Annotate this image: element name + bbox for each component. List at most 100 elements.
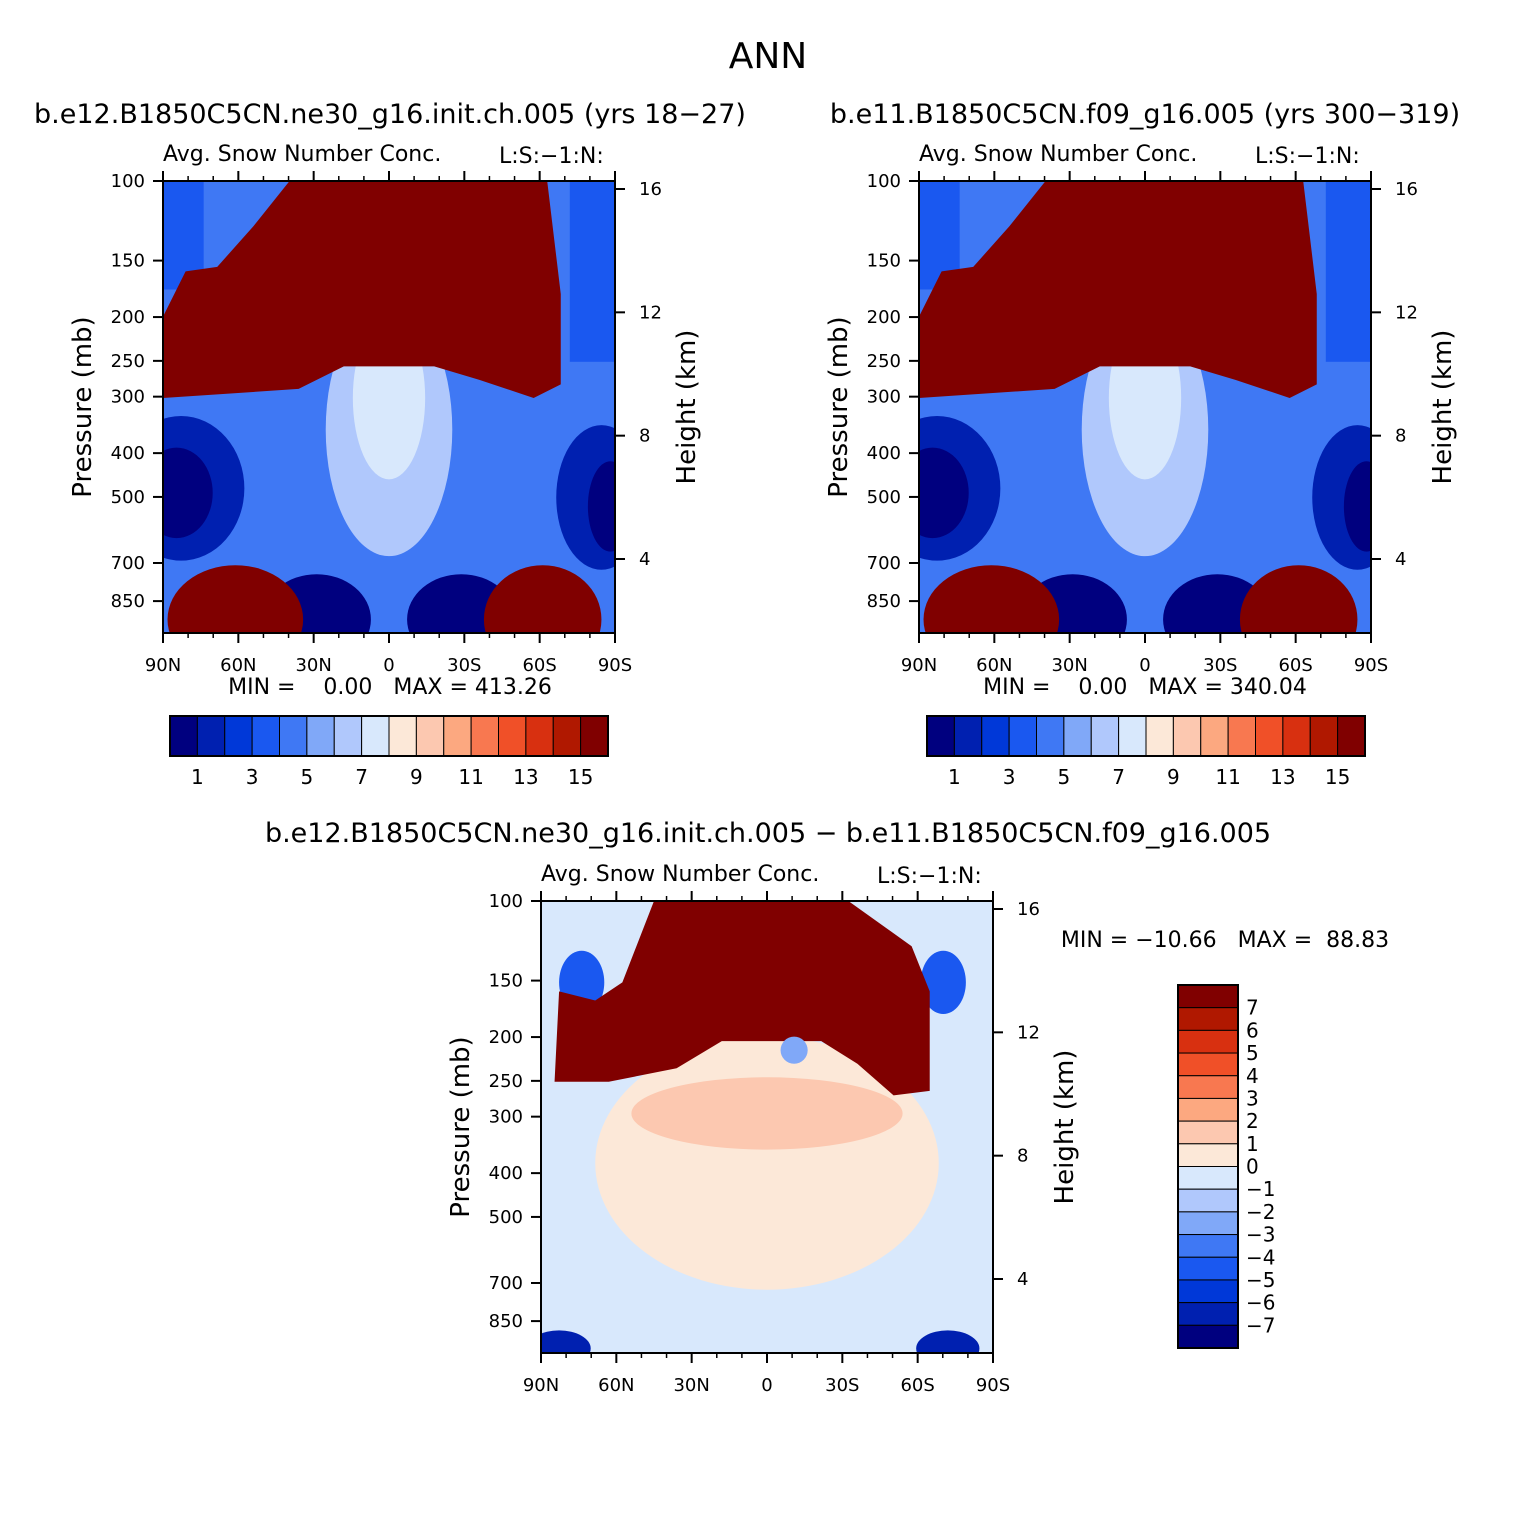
colorbar-swatch	[1177, 1007, 1239, 1031]
colorbar-swatch	[1177, 1075, 1239, 1099]
colorbar-swatch	[388, 715, 417, 757]
field-region	[541, 1330, 591, 1353]
x-tick-label: 30N	[295, 655, 331, 676]
colorbar-label: 5	[1058, 765, 1071, 789]
colorbar-label: 4	[1246, 1064, 1259, 1088]
y-tick-label: 100	[867, 171, 901, 192]
field-region	[1325, 181, 1371, 362]
field-region	[1343, 461, 1371, 552]
contour-field	[163, 181, 615, 633]
min-max-label: MIN = −10.66 MAX = 88.83	[1061, 928, 1389, 953]
colorbar-label: −1	[1246, 1177, 1275, 1201]
x-tick-label: 60S	[1278, 655, 1312, 676]
units-label: L:S:−1:N:	[499, 144, 604, 169]
y-tick-label: 300	[111, 387, 145, 408]
colorbar-swatch	[1177, 1234, 1239, 1258]
x-tick-label: 60S	[522, 655, 556, 676]
colorbar-label: 0	[1246, 1155, 1259, 1179]
colorbar-label: −4	[1246, 1245, 1275, 1269]
colorbar-label: 13	[513, 765, 538, 789]
colorbar-swatch	[1309, 715, 1339, 757]
y-axis-label: Pressure (mb)	[446, 1036, 476, 1217]
colorbar-swatch	[1177, 1188, 1239, 1213]
colorbar-label: 5	[301, 765, 314, 789]
colorbar-swatch	[1177, 1279, 1239, 1304]
colorbar-swatch	[1177, 1143, 1239, 1167]
y-tick-label: 500	[111, 487, 145, 508]
colorbar-swatch	[361, 715, 390, 757]
panel-subtitle: Avg. Snow Number Conc.	[541, 862, 819, 887]
y-tick-label: 500	[489, 1207, 523, 1228]
colorbar-label: −6	[1246, 1291, 1275, 1315]
right-axis-label: Height (km)	[672, 330, 702, 485]
y-tick-label: 400	[489, 1163, 523, 1184]
x-tick-label: 60S	[900, 1375, 934, 1396]
field-region	[569, 181, 615, 362]
colorbar-frame	[1177, 984, 1239, 1349]
colorbar-swatch	[224, 715, 253, 757]
y-tick-label: 250	[489, 1071, 523, 1092]
min-max-label: MIN = 0.00 MAX = 340.04	[983, 675, 1307, 700]
colorbar-swatch	[498, 715, 527, 757]
panel-title: b.e11.B1850C5CN.f09_g16.005 (yrs 300−319…	[830, 99, 1460, 130]
colorbar-swatch	[196, 715, 226, 757]
y-tick-label: 200	[867, 307, 901, 328]
right-tick-label: 8	[1017, 1146, 1028, 1167]
colorbar-label: 11	[1215, 765, 1240, 789]
field-region	[916, 1330, 980, 1353]
y-tick-label: 100	[489, 891, 523, 912]
colorbar-label: 11	[458, 765, 483, 789]
colorbar: 1 3 5 7 9 11 13 15	[926, 715, 1366, 789]
field-region	[1239, 565, 1358, 633]
y-tick-label: 850	[111, 591, 145, 612]
colorbar-swatch	[1227, 715, 1256, 757]
colorbar-label: 15	[568, 765, 593, 789]
y-tick-label: 200	[489, 1027, 523, 1048]
x-tick-label: 30S	[825, 1375, 859, 1396]
colorbar-label: 3	[246, 765, 259, 789]
units-label: L:S:−1:N:	[877, 864, 982, 889]
colorbar-swatch	[1177, 1120, 1239, 1145]
colorbar-label: 3	[1003, 765, 1016, 789]
x-tick-label: 30S	[447, 655, 481, 676]
right-tick-label: 8	[639, 426, 650, 447]
colorbar-swatch	[333, 715, 363, 757]
x-tick-label: 90S	[598, 655, 632, 676]
right-tick-label: 12	[639, 302, 662, 323]
y-axis-label: Pressure (mb)	[68, 316, 98, 497]
right-tick-label: 4	[639, 549, 650, 570]
right-tick-label: 16	[639, 179, 662, 200]
y-tick-label: 300	[867, 387, 901, 408]
x-tick-label: 0	[383, 655, 394, 676]
colorbar-swatch	[1200, 715, 1229, 757]
colorbar-swatch	[1177, 984, 1239, 1009]
y-tick-label: 150	[867, 251, 901, 272]
field-region	[587, 461, 615, 552]
field-region	[780, 1036, 808, 1064]
field-region	[919, 447, 969, 539]
y-tick-label: 300	[489, 1107, 523, 1128]
x-tick-label: 30S	[1203, 655, 1237, 676]
colorbar-swatch	[525, 715, 554, 757]
colorbar-label: −5	[1246, 1268, 1275, 1292]
colorbar-swatch	[580, 715, 609, 757]
y-tick-label: 700	[867, 553, 901, 574]
colorbar-swatch	[1177, 1211, 1239, 1236]
colorbar-swatch	[415, 715, 445, 757]
y-tick-label: 400	[867, 443, 901, 464]
panel-subtitle: Avg. Snow Number Conc.	[919, 142, 1197, 167]
right-tick-label: 4	[1017, 1269, 1028, 1290]
colorbar-swatch	[169, 715, 198, 757]
contour-field	[541, 901, 993, 1353]
colorbar-swatch	[251, 715, 280, 757]
right-tick-label: 16	[1017, 899, 1040, 920]
y-tick-label: 700	[489, 1273, 523, 1294]
colorbar-swatch	[1177, 1302, 1239, 1326]
right-tick-label: 12	[1017, 1022, 1040, 1043]
colorbar-swatch	[279, 715, 308, 757]
y-tick-label: 250	[867, 351, 901, 372]
y-tick-label: 850	[489, 1311, 523, 1332]
x-tick-label: 0	[1139, 655, 1150, 676]
colorbar-swatch	[443, 715, 472, 757]
